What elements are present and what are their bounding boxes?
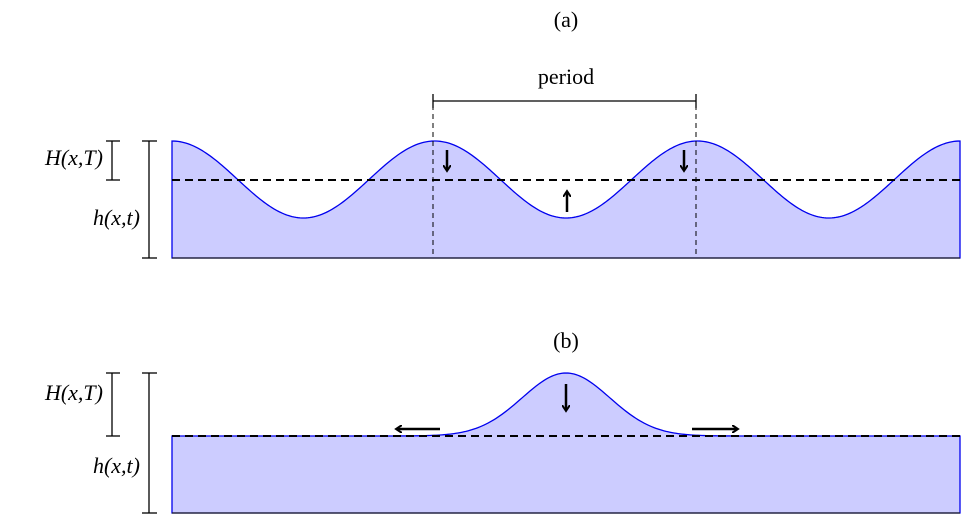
h-label: h(x,t) (93, 453, 140, 478)
panel-label: (a) (554, 7, 578, 32)
height-brackets (106, 140, 157, 259)
period-label: period (538, 64, 594, 89)
wave-surface (171, 140, 961, 259)
period-bracket (432, 94, 697, 108)
H-label: H(x,T) (44, 380, 103, 405)
flow-arrows (447, 150, 684, 212)
H-label: H(x,T) (44, 145, 103, 170)
flow-arrows (397, 384, 737, 429)
h-label: h(x,t) (93, 205, 140, 230)
panel-label: (b) (553, 328, 579, 353)
height-brackets (106, 372, 157, 514)
